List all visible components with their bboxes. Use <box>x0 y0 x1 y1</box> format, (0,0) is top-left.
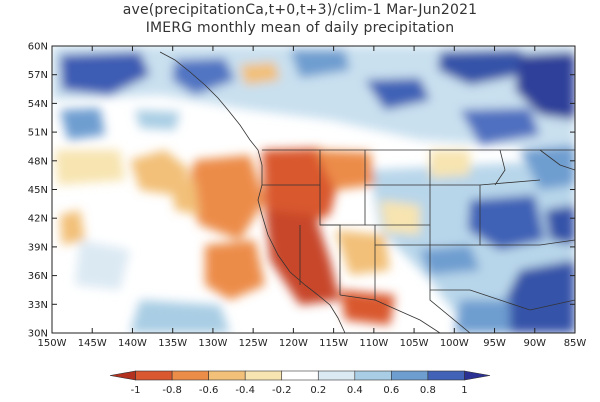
great-lakes-outline <box>539 149 575 171</box>
great-lakes-outline <box>494 149 506 186</box>
lon-tick-label: 90W <box>523 338 546 349</box>
lon-tick-label: 150W <box>38 338 67 349</box>
colorbar-label: 0.6 <box>383 385 399 396</box>
colorbar-segment <box>244 370 283 381</box>
alaska-bc-coastline <box>159 51 229 111</box>
coastline-and-borders <box>159 51 575 333</box>
colorbar-max-arrow <box>464 370 491 381</box>
lat-tick-label: 30N <box>28 329 48 340</box>
pacific-coastline <box>227 109 346 333</box>
state-border <box>480 239 575 246</box>
latitude-axis: 60N 57N 54N 51N 48N 45N 42N 39N 36N 33N 30N <box>28 42 575 340</box>
colorbar-segment <box>354 370 392 381</box>
colorbar: -1 -0.8 -0.6 -0.4 -0.2 0.2 0.4 0.6 0.8 1 <box>109 370 491 396</box>
state-border <box>364 150 431 186</box>
colorbar-label: -0.4 <box>235 385 255 396</box>
lon-tick-label: 95W <box>483 338 506 349</box>
state-border <box>479 179 541 186</box>
lon-tick-label: 120W <box>279 338 308 349</box>
state-border <box>320 224 341 295</box>
title-line-2: IMERG monthly mean of daily precipitatio… <box>145 20 455 36</box>
lon-tick-label: 100W <box>440 338 469 349</box>
longitude-axis: 150W 145W 140W 135W 130W 125W 120W 115W 110W 105W… <box>38 46 587 349</box>
lon-tick-label: 135W <box>158 338 187 349</box>
colorbar-label: -0.2 <box>272 385 292 396</box>
lon-tick-label: 85W <box>564 338 587 349</box>
lon-tick-label: 125W <box>239 338 268 349</box>
colorbar-segment <box>317 370 356 381</box>
lon-tick-label: 110W <box>359 338 388 349</box>
colorbar-label: 0.2 <box>310 385 326 396</box>
lon-tick-label: 145W <box>78 338 107 349</box>
lat-tick-label: 33N <box>28 300 48 311</box>
colorbar-label: -0.8 <box>162 385 182 396</box>
lat-tick-label: 60N <box>28 42 48 53</box>
colorbar-label: 0.8 <box>420 385 436 396</box>
colorbar-segment <box>281 370 319 381</box>
colorbar-label: 0.4 <box>347 385 363 396</box>
colorbar-segment <box>427 370 465 381</box>
lon-tick-label: 105W <box>400 338 429 349</box>
colorbar-label: 1 <box>461 385 467 396</box>
lon-tick-label: 140W <box>118 338 147 349</box>
lat-tick-label: 36N <box>28 271 48 282</box>
colorbar-segment <box>391 370 429 381</box>
title-line-1: ave(precipitationCa,t+0,t+3)/clim-1 Mar-… <box>122 2 478 18</box>
colorbar-segment <box>135 370 173 381</box>
colorbar-segment <box>171 370 209 381</box>
lat-tick-label: 54N <box>28 99 48 110</box>
lat-tick-label: 39N <box>28 242 48 253</box>
lon-tick-label: 130W <box>198 338 227 349</box>
colorbar-segment <box>208 370 246 381</box>
gulf-coastline <box>430 289 575 311</box>
lat-tick-label: 45N <box>28 185 48 196</box>
anomaly-field <box>52 46 575 333</box>
colorbar-min-arrow <box>109 370 136 381</box>
state-border <box>430 184 481 246</box>
colorbar-label: -1 <box>131 385 141 396</box>
state-border <box>429 245 471 333</box>
lon-tick-label: 115W <box>319 338 348 349</box>
state-border <box>319 185 366 226</box>
lat-tick-label: 48N <box>28 156 48 167</box>
colorbar-label: -0.6 <box>199 385 219 396</box>
us-mexico-border <box>374 299 441 333</box>
lat-tick-label: 57N <box>28 70 48 81</box>
lat-tick-label: 42N <box>28 214 48 225</box>
lat-tick-label: 51N <box>28 128 48 139</box>
precipitation-anomaly-map <box>51 45 576 334</box>
